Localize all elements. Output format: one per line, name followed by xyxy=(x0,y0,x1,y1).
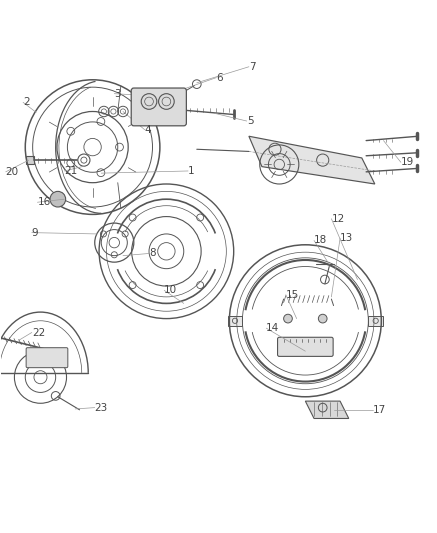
Text: 17: 17 xyxy=(373,405,386,415)
Text: 2: 2 xyxy=(23,98,30,107)
Text: 16: 16 xyxy=(38,197,51,207)
FancyBboxPatch shape xyxy=(131,88,186,126)
Text: 4: 4 xyxy=(145,125,151,135)
Text: 22: 22 xyxy=(32,327,45,337)
FancyBboxPatch shape xyxy=(277,337,333,357)
FancyBboxPatch shape xyxy=(368,316,383,326)
Text: 21: 21 xyxy=(64,166,78,176)
Text: 13: 13 xyxy=(340,233,354,243)
Text: 8: 8 xyxy=(149,248,156,259)
Text: 14: 14 xyxy=(266,323,280,333)
Polygon shape xyxy=(26,156,34,165)
Text: 3: 3 xyxy=(114,88,121,99)
Text: 18: 18 xyxy=(314,236,327,246)
Polygon shape xyxy=(249,136,375,184)
Text: 5: 5 xyxy=(247,116,253,126)
Text: 6: 6 xyxy=(216,72,223,83)
Text: 10: 10 xyxy=(164,285,177,295)
Circle shape xyxy=(284,314,292,323)
Text: 7: 7 xyxy=(249,62,256,72)
Text: 20: 20 xyxy=(6,167,19,177)
Text: 19: 19 xyxy=(401,157,414,167)
Circle shape xyxy=(50,191,66,207)
Text: 9: 9 xyxy=(32,228,38,238)
Text: 12: 12 xyxy=(331,214,345,224)
FancyBboxPatch shape xyxy=(26,348,68,368)
FancyBboxPatch shape xyxy=(228,316,243,326)
Text: 15: 15 xyxy=(286,290,299,300)
Text: 1: 1 xyxy=(188,166,195,176)
Polygon shape xyxy=(305,401,349,418)
Circle shape xyxy=(319,314,327,323)
Text: 23: 23 xyxy=(95,402,108,413)
